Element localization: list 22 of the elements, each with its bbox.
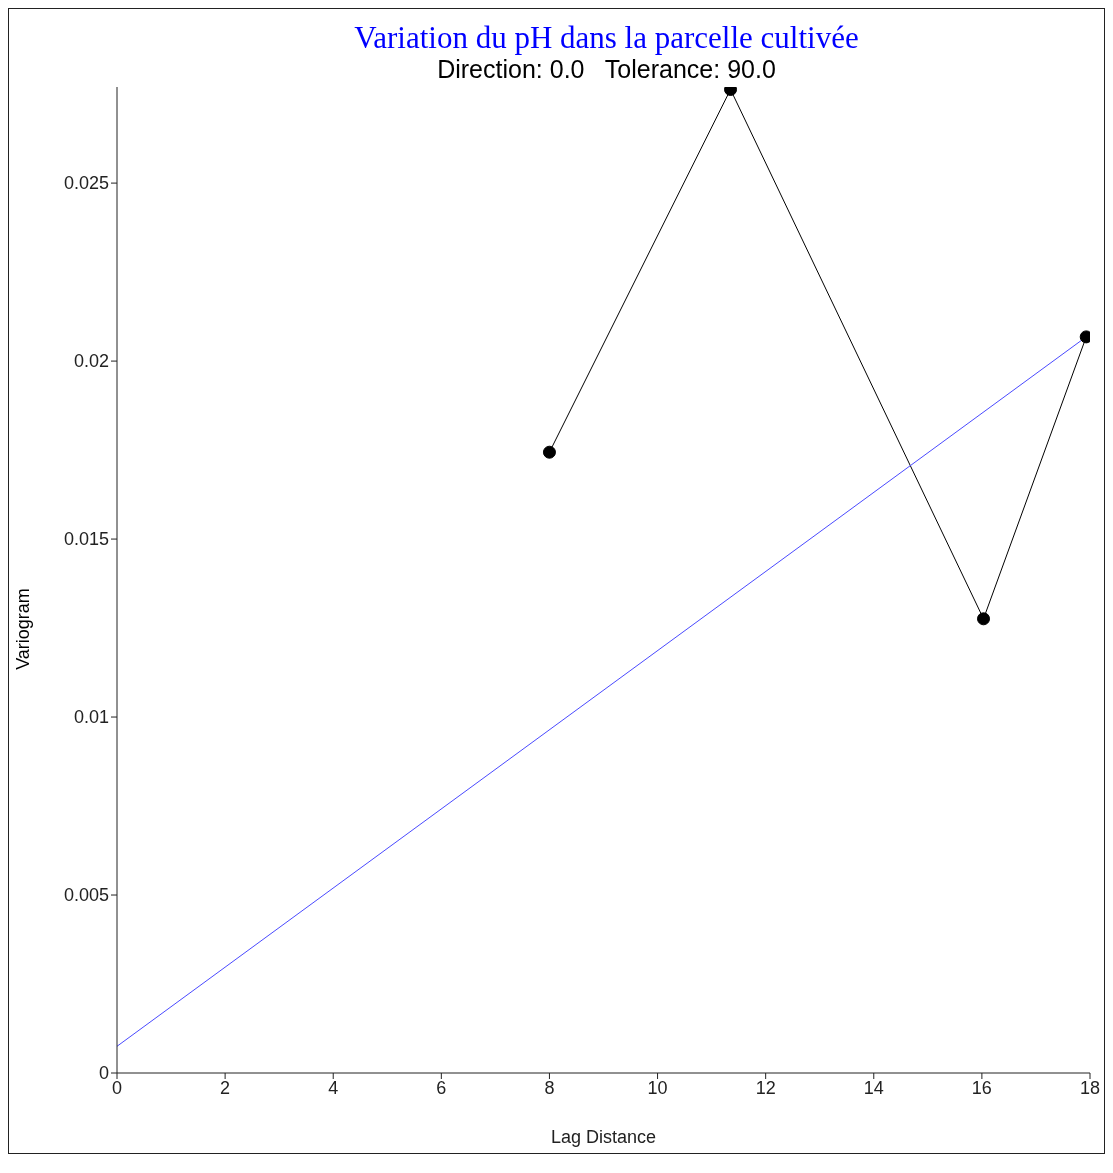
x-tick-label: 18 <box>1079 1077 1101 1098</box>
y-tick-label: 0.015 <box>63 529 109 550</box>
x-tick-label: 4 <box>328 1077 339 1098</box>
chart-title: Variation du pH dans la parcelle cultivée <box>353 20 860 55</box>
y-tick-label: 0.025 <box>63 173 109 194</box>
y-axis-title: Variogram <box>13 588 34 670</box>
x-tick-label: 14 <box>863 1077 884 1098</box>
x-tick-label: 16 <box>971 1077 992 1098</box>
point <box>977 612 991 626</box>
x-tick-label: 8 <box>544 1077 555 1098</box>
x-tick-label: 2 <box>220 1077 231 1098</box>
y-tick-label: 0.005 <box>63 885 109 906</box>
point <box>542 445 556 459</box>
chart-subtitle: Direction: 0.0 Tolerance: 90.0 <box>436 55 777 83</box>
x-tick-label: 6 <box>436 1077 447 1098</box>
x-axis-title: Lag Distance <box>550 1127 657 1147</box>
x-tick-label: 10 <box>647 1077 668 1098</box>
y-tick-label: 0 <box>98 1063 109 1084</box>
y-tick-label: 0.02 <box>73 351 109 372</box>
y-tick-label: 0.01 <box>73 707 109 728</box>
x-tick-label: 12 <box>755 1077 776 1098</box>
x-tick-label: 0 <box>111 1077 123 1098</box>
